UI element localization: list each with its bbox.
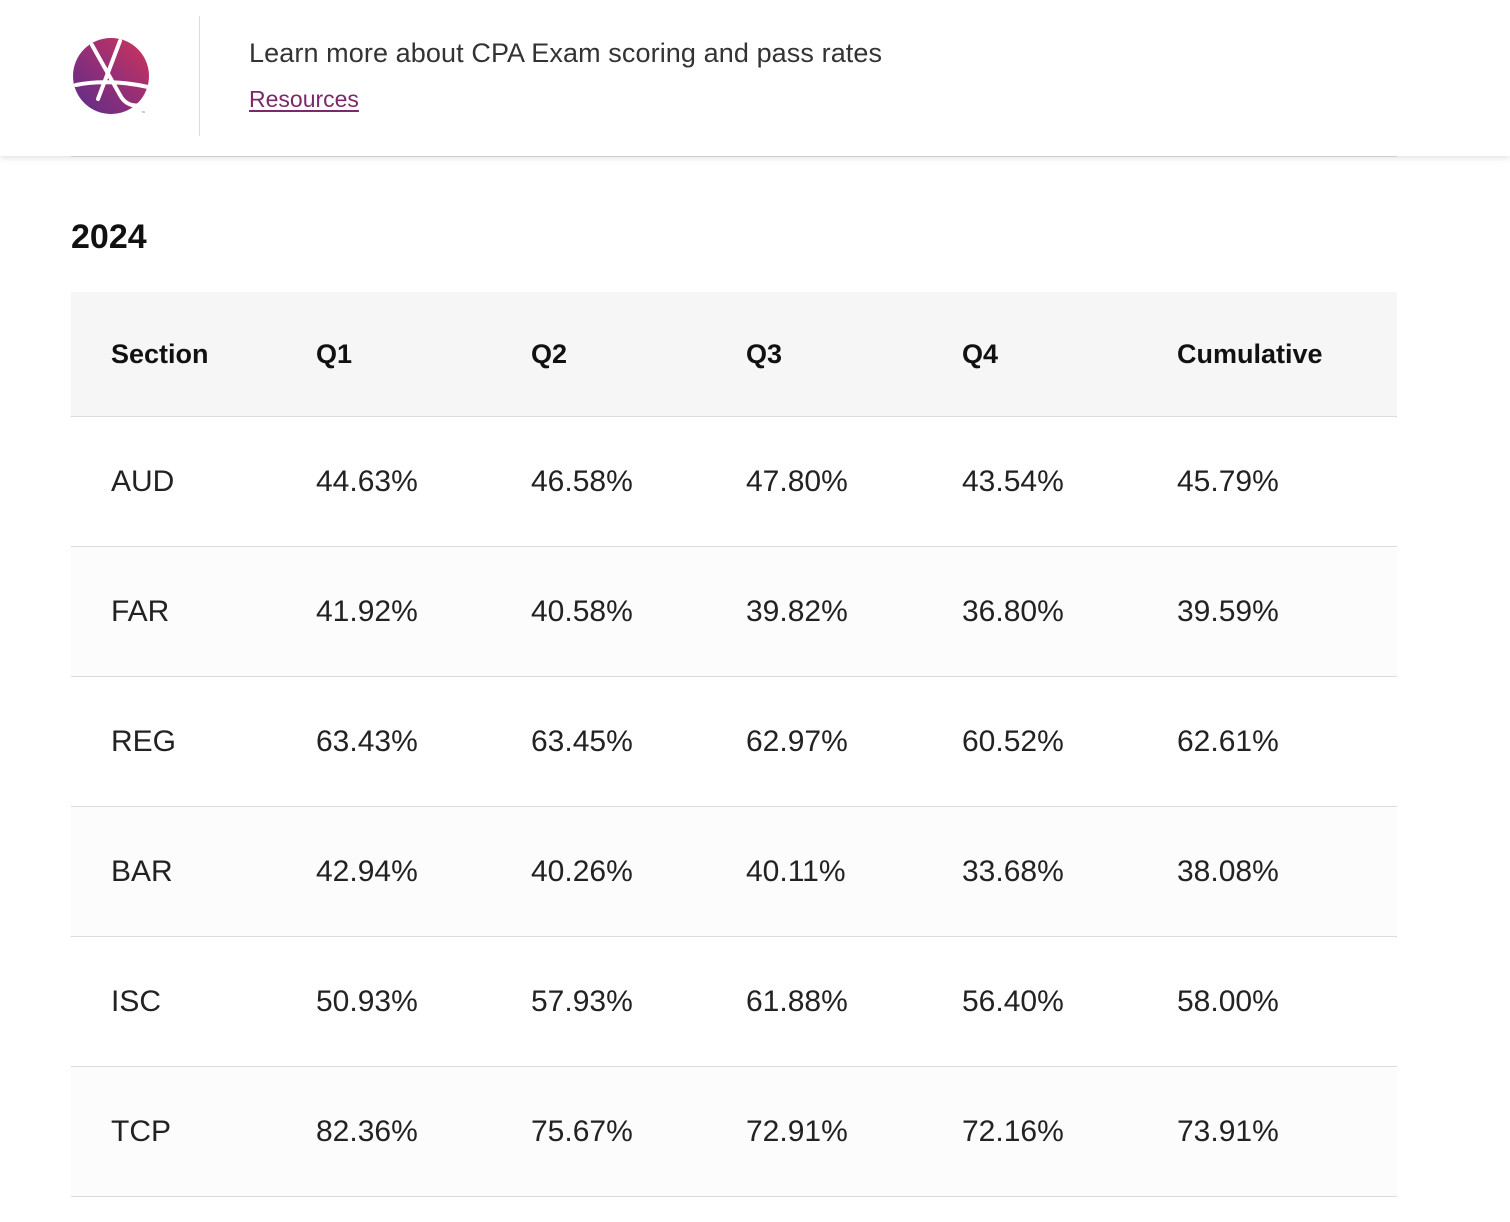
q3-cell: 61.88% [746,984,848,1018]
q3-cell: 39.82% [746,594,848,628]
q2-cell: 63.45% [531,724,633,758]
q4-cell: 60.52% [962,724,1064,758]
q4-cell: 33.68% [962,854,1064,888]
q4-cell: 72.16% [962,1114,1064,1148]
section-cell: ISC [111,984,162,1018]
table-row: ISC 50.93% 57.93% 61.88% 56.40% 58.00% [71,937,1397,1067]
q4-cell: 56.40% [962,984,1064,1018]
q2-cell: 57.93% [531,984,633,1018]
section-cell: FAR [111,594,170,628]
table-row: TCP 82.36% 75.67% 72.91% 72.16% 73.91% [71,1067,1397,1197]
column-header-q3: Q3 [746,338,783,369]
column-header-section: Section [111,338,209,369]
cumulative-cell: 39.59% [1177,594,1279,628]
scoring-banner: ™ Learn more about CPA Exam scoring and … [0,0,1510,156]
table-row: REG 63.43% 63.45% 62.97% 60.52% 62.61% [71,677,1397,807]
banner-message: Learn more about CPA Exam scoring and pa… [249,38,883,68]
q1-cell: 42.94% [316,854,418,888]
q3-cell: 47.80% [746,464,848,498]
q1-cell: 44.63% [316,464,418,498]
resources-link[interactable]: Resources [249,86,359,112]
column-header-q1: Q1 [316,338,353,369]
q4-cell: 43.54% [962,464,1064,498]
q4-cell: 36.80% [962,594,1064,628]
q1-cell: 63.43% [316,724,418,758]
year-heading: 2024 [71,218,147,256]
q2-cell: 46.58% [531,464,633,498]
q1-cell: 50.93% [316,984,418,1018]
table-row: AUD 44.63% 46.58% 47.80% 43.54% 45.79% [71,417,1397,547]
banner-divider [199,16,200,136]
cumulative-cell: 58.00% [1177,984,1279,1018]
section-cell: TCP [111,1114,171,1148]
q1-cell: 41.92% [316,594,418,628]
section-cell: AUD [111,464,175,498]
table-row: FAR 41.92% 40.58% 39.82% 36.80% 39.59% [71,547,1397,677]
content-top-rule [71,156,1397,157]
column-header-q4: Q4 [962,338,999,369]
pass-rates-table: Section Q1 Q2 Q3 Q4 Cumulative AUD 44.63… [71,292,1397,1197]
q2-cell: 40.58% [531,594,633,628]
cumulative-cell: 62.61% [1177,724,1279,758]
table-header-row: Section Q1 Q2 Q3 Q4 Cumulative [71,292,1397,417]
cumulative-cell: 45.79% [1177,464,1279,498]
column-header-q2: Q2 [531,338,568,369]
q1-cell: 82.36% [316,1114,418,1148]
section-cell: REG [111,724,177,758]
aicpa-logo-icon: ™ [73,38,150,117]
q3-cell: 62.97% [746,724,848,758]
column-header-cumulative: Cumulative [1177,338,1323,369]
q2-cell: 40.26% [531,854,633,888]
svg-text:™: ™ [141,111,146,117]
q3-cell: 72.91% [746,1114,848,1148]
q2-cell: 75.67% [531,1114,633,1148]
table-row: BAR 42.94% 40.26% 40.11% 33.68% 38.08% [71,807,1397,937]
cumulative-cell: 73.91% [1177,1114,1279,1148]
section-cell: BAR [111,854,173,888]
table-body: AUD 44.63% 46.58% 47.80% 43.54% 45.79% F… [71,417,1397,1197]
q3-cell: 40.11% [746,854,846,888]
cumulative-cell: 38.08% [1177,854,1279,888]
